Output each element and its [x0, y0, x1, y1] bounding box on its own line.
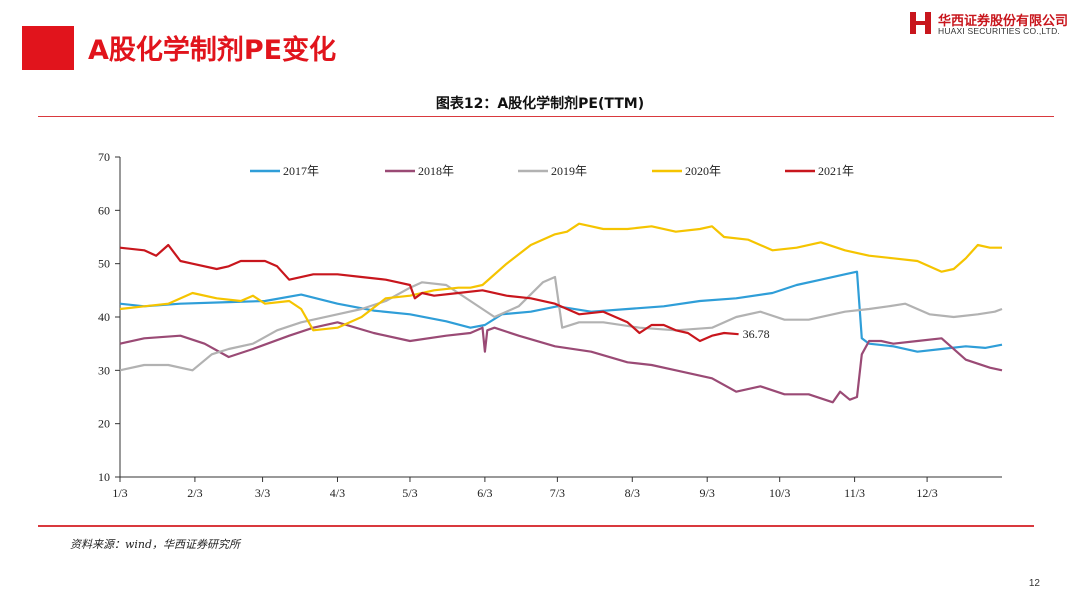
annotation-label: 36.78: [743, 327, 770, 341]
chart-legend: 2017年 2018年 2019年 2020年 2021年: [250, 164, 854, 178]
legend-label: 2021年: [818, 164, 854, 178]
x-tick-label: 8/3: [625, 486, 640, 500]
title-divider: [38, 116, 1054, 117]
y-tick-label: 40: [98, 310, 110, 324]
series-line-2019: [119, 275, 1003, 372]
legend-label: 2017年: [283, 164, 319, 178]
x-tick-label: 1/3: [112, 486, 127, 500]
series-line-2017: [119, 270, 1003, 353]
y-tick-label: 30: [98, 363, 110, 377]
x-tick-label: 10/3: [769, 486, 790, 500]
page-title: A股化学制剂PE变化: [88, 35, 337, 66]
x-tick-label: 7/3: [550, 486, 565, 500]
logo-english-name: HUAXI SECURITIES CO.,LTD.: [938, 26, 1060, 36]
page-number: 12: [1028, 578, 1040, 589]
y-tick-label: 60: [98, 203, 110, 217]
company-logo: 华西证券股份有限公司 HUAXI SECURITIES CO.,LTD.: [910, 9, 1070, 39]
chart-axes: 10 20 30 40 50 60 70 1/3 2/3 3/3 4/3 5/3 6/3 7/3 8/3 9/…: [98, 150, 1002, 500]
x-tick-label: 3/3: [255, 486, 270, 500]
series-line-2021: [119, 243, 739, 343]
logo-chinese-name: 华西证券股份有限公司: [938, 14, 1069, 29]
legend-label: 2018年: [418, 164, 454, 178]
series-line-2020: [119, 222, 1002, 332]
y-tick-label: 70: [98, 150, 110, 164]
chart-annotation: 36.78: [743, 327, 770, 341]
chart-title: 图表12：A股化学制剂PE(TTM): [435, 96, 645, 112]
y-tick-label: 10: [98, 470, 110, 484]
footer-divider: [38, 525, 1034, 527]
x-tick-label: 5/3: [402, 486, 417, 500]
x-tick-label: 11/3: [844, 486, 865, 500]
source-note: 资料来源：wind，华西证券研究所: [70, 538, 241, 551]
x-tick-label: 4/3: [330, 486, 345, 500]
y-tick-label: 50: [98, 257, 110, 271]
y-tick-label: 20: [98, 417, 110, 431]
series-line-2018: [119, 321, 1003, 404]
huaxi-logo-icon: [910, 12, 931, 34]
x-tick-label: 2/3: [187, 486, 202, 500]
legend-label: 2020年: [685, 164, 721, 178]
x-tick-label: 12/3: [916, 486, 937, 500]
x-tick-label: 9/3: [700, 486, 715, 500]
legend-label: 2019年: [551, 164, 587, 178]
title-accent-block: [22, 26, 74, 70]
x-tick-label: 6/3: [477, 486, 492, 500]
chart-series: [119, 222, 1003, 404]
